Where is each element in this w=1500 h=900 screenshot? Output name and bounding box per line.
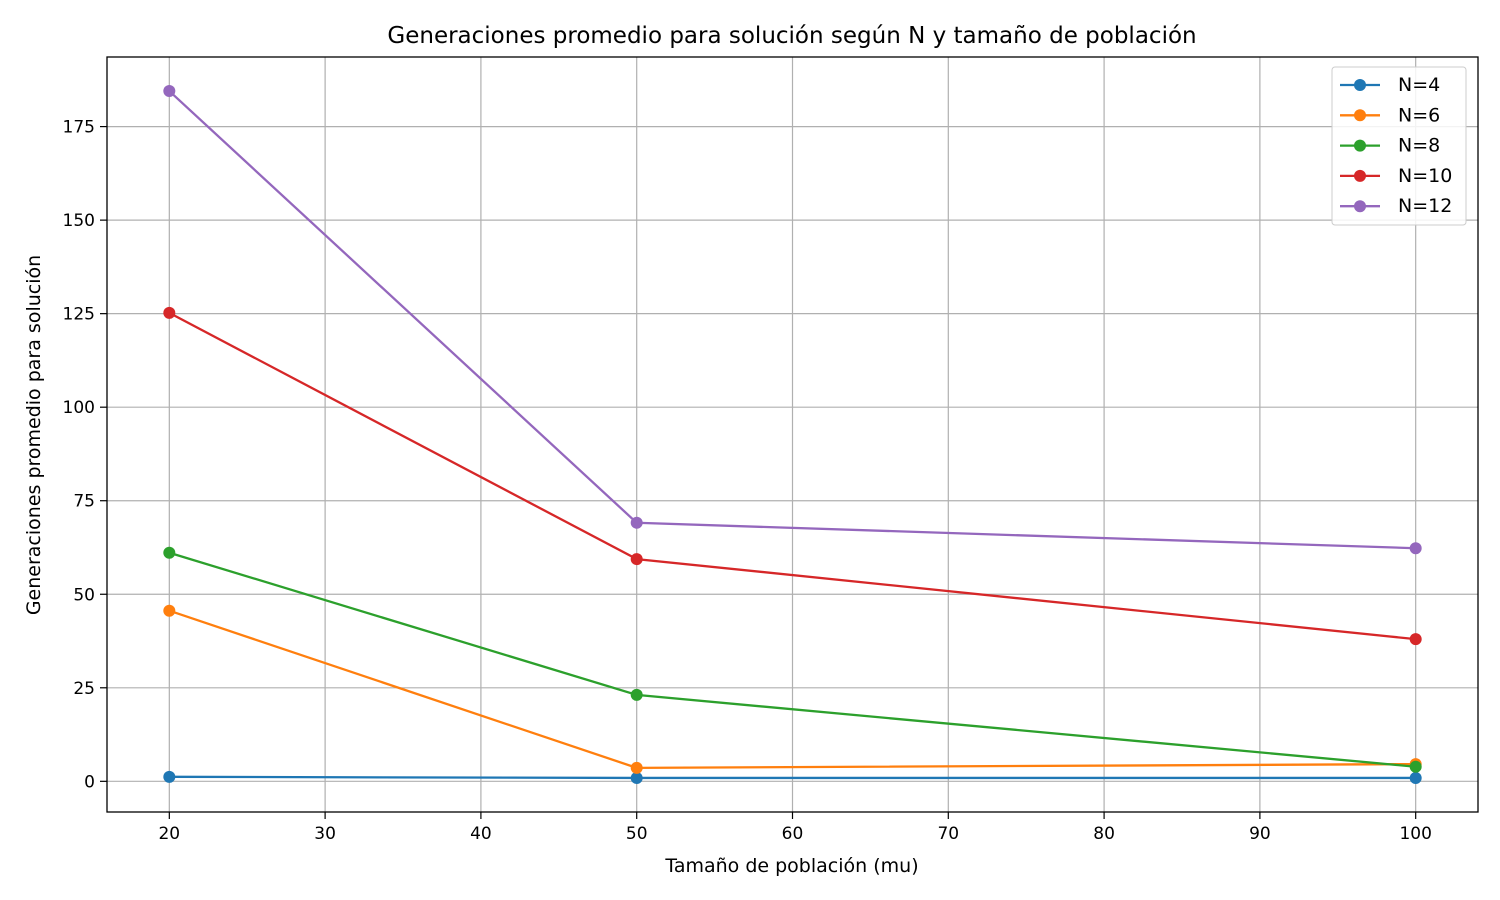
y-tick-label: 125 bbox=[63, 305, 95, 325]
legend-marker bbox=[1354, 109, 1366, 122]
legend-item: N=10 bbox=[1340, 165, 1452, 187]
series-n4 bbox=[163, 770, 1422, 784]
series-n10 bbox=[163, 306, 1422, 646]
x-tick-label: 40 bbox=[470, 824, 492, 844]
legend-box bbox=[1331, 66, 1467, 226]
legend-marker bbox=[1354, 169, 1366, 182]
legend-label: N=12 bbox=[1398, 195, 1452, 217]
x-tick-label: 80 bbox=[1093, 824, 1115, 844]
legend-item: N=8 bbox=[1340, 135, 1440, 157]
data-point bbox=[163, 546, 176, 559]
y-tick-label: 75 bbox=[73, 492, 95, 512]
x-axis-label: Tamaño de población (mu) bbox=[664, 855, 918, 877]
legend-marker bbox=[1354, 79, 1366, 91]
y-tick-label: 25 bbox=[73, 679, 95, 699]
x-tick-label: 70 bbox=[937, 824, 959, 844]
series-line bbox=[169, 775, 1416, 780]
data-point bbox=[630, 516, 643, 529]
legend-label: N=8 bbox=[1398, 135, 1440, 157]
data-point bbox=[163, 306, 176, 319]
legend-label: N=10 bbox=[1398, 165, 1452, 187]
data-point bbox=[1409, 633, 1422, 646]
legend-item: N=12 bbox=[1340, 195, 1452, 217]
y-tick-label: 0 bbox=[84, 772, 95, 792]
data-point bbox=[163, 85, 176, 98]
legend-item: N=6 bbox=[1340, 104, 1440, 126]
x-tick-label: 50 bbox=[626, 824, 648, 844]
legend-label: N=4 bbox=[1398, 74, 1440, 96]
chart-title: Generaciones promedio para solución segú… bbox=[387, 23, 1196, 49]
data-point bbox=[1409, 542, 1422, 555]
x-tick-label: 90 bbox=[1249, 824, 1271, 844]
y-tick-label: 150 bbox=[63, 211, 95, 231]
series-lines bbox=[163, 85, 1422, 784]
legend-item: N=4 bbox=[1340, 74, 1440, 96]
data-point bbox=[163, 770, 176, 783]
data-point bbox=[163, 604, 176, 617]
y-tick-label: 175 bbox=[63, 118, 95, 138]
y-tick-label: 100 bbox=[63, 398, 95, 418]
legend-marker bbox=[1354, 139, 1366, 152]
data-point bbox=[630, 761, 643, 774]
series-n8 bbox=[163, 546, 1422, 773]
y-tick-label: 50 bbox=[73, 585, 95, 605]
x-tick-label: 60 bbox=[782, 824, 804, 844]
data-point bbox=[630, 688, 643, 701]
data-point bbox=[1409, 760, 1422, 773]
data-point bbox=[1409, 771, 1422, 784]
x-axis-ticks: 20 30 40 50 60 70 80 90 100 bbox=[158, 812, 1432, 844]
y-axis-label: Generaciones promedio para solución bbox=[23, 255, 45, 615]
data-point bbox=[630, 553, 643, 566]
legend-label: N=6 bbox=[1398, 104, 1440, 126]
legend: N=4 N=6 N=8 N=10 N=12 bbox=[1331, 66, 1467, 226]
legend-marker bbox=[1354, 200, 1366, 213]
y-axis-ticks: 0 25 50 75 100 125 150 175 bbox=[63, 118, 107, 792]
x-tick-label: 30 bbox=[314, 824, 336, 844]
data-point bbox=[630, 771, 643, 784]
x-tick-label: 20 bbox=[158, 824, 180, 844]
x-tick-label: 100 bbox=[1399, 824, 1431, 844]
series-n12 bbox=[163, 85, 1422, 555]
